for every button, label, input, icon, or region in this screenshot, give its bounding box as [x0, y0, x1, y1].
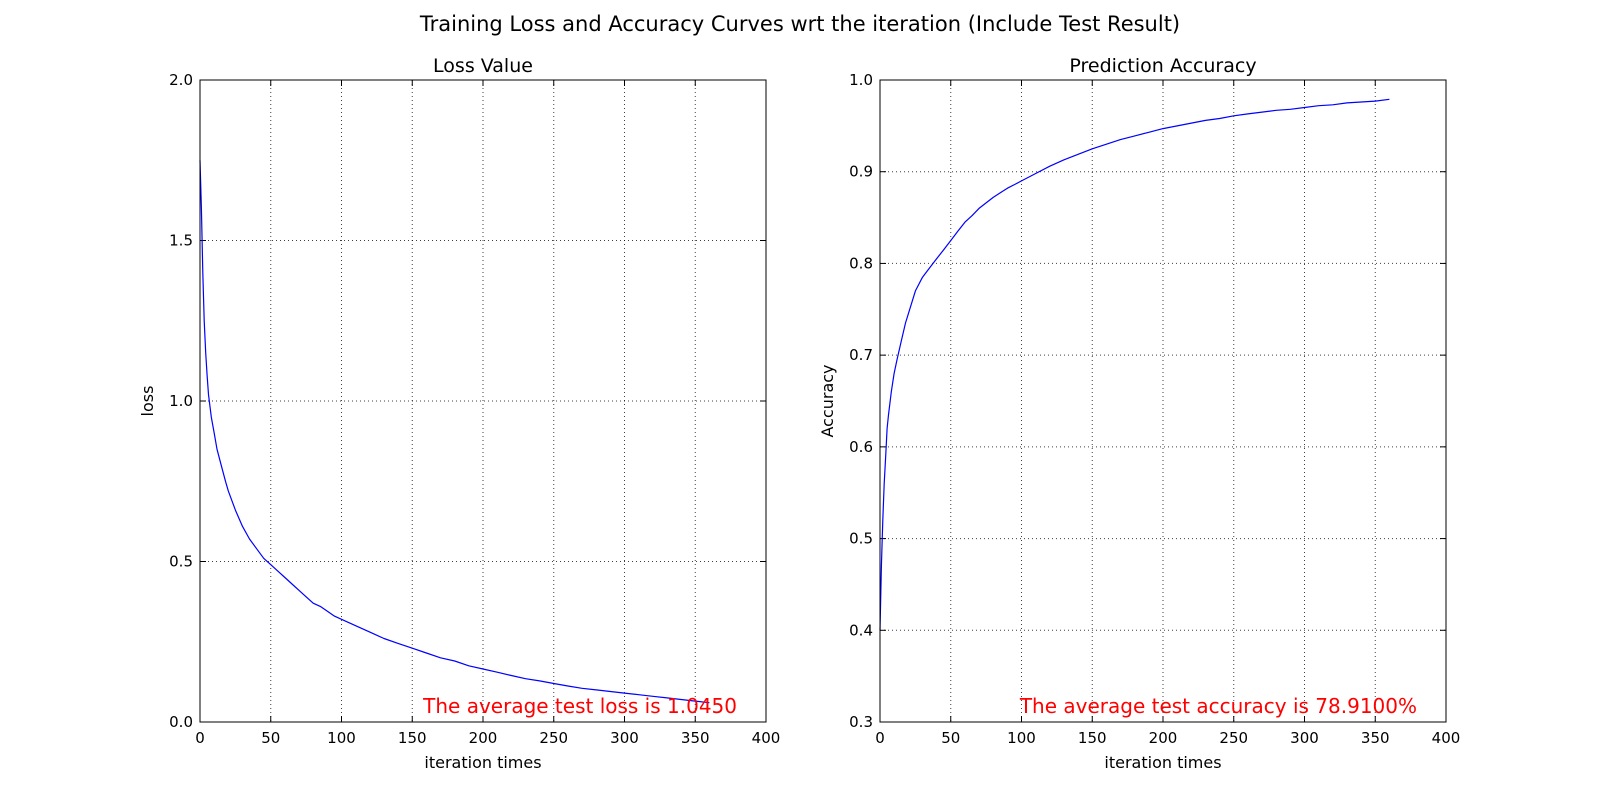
- x-tick-label: 400: [752, 729, 781, 747]
- panel-title: Prediction Accuracy: [1069, 55, 1256, 77]
- x-tick-label: 50: [261, 729, 280, 747]
- series-line-1: [879, 98, 1390, 631]
- y-tick-label: 0.4: [849, 621, 873, 639]
- x-tick-label: 250: [1219, 729, 1248, 747]
- y-tick-label: 1.0: [169, 392, 193, 410]
- y-tick-label: 0.5: [169, 553, 193, 571]
- chart-panel-2: 0 50 100 150 200 250 300 350 400 0.3 0.4 0.5 0.6 0.7 0…: [818, 55, 1460, 772]
- plot-frame: [879, 79, 1447, 723]
- x-tick-label: 200: [1149, 729, 1178, 747]
- chart-panel-1: 0 50 100 150 200 250 300 350 400 0.0 0.5 1.0 1.5 2.0 L…: [138, 55, 780, 772]
- x-tick-label: 250: [539, 729, 568, 747]
- x-tick-label: 350: [1361, 729, 1390, 747]
- y-tick-label: 0.3: [849, 713, 873, 731]
- x-tick-label: 0: [875, 729, 885, 747]
- y-tick-label: 0.9: [849, 163, 873, 181]
- x-tick-label: 400: [1432, 729, 1461, 747]
- x-tick-label: 0: [195, 729, 205, 747]
- y-tick-label: 1.0: [849, 71, 873, 89]
- x-tick-label: 350: [681, 729, 710, 747]
- x-axis-label: iteration times: [424, 753, 541, 772]
- series-line-1: [199, 160, 710, 704]
- test-result-annotation: The average test loss is 1.0450: [422, 694, 737, 718]
- test-result-annotation: The average test accuracy is 78.9100%: [1019, 694, 1417, 718]
- x-tick-label: 200: [469, 729, 498, 747]
- x-tick-label: 150: [398, 729, 427, 747]
- y-tick-label: 0.8: [849, 254, 873, 272]
- x-tick-label: 150: [1078, 729, 1107, 747]
- plot-frame: [199, 79, 767, 723]
- y-tick-label: 1.5: [169, 232, 193, 250]
- panel-title: Loss Value: [433, 55, 533, 77]
- x-tick-label: 300: [610, 729, 639, 747]
- y-tick-label: 2.0: [169, 71, 193, 89]
- plots: 0 50 100 150 200 250 300 350 400 0.0 0.5 1.0 1.5 2.0 L…: [138, 55, 1460, 772]
- y-axis-label: loss: [138, 386, 157, 417]
- figure-title: Training Loss and Accuracy Curves wrt th…: [419, 12, 1180, 36]
- y-axis-label: Accuracy: [818, 364, 837, 437]
- y-tick-label: 0.5: [849, 530, 873, 548]
- x-tick-label: 100: [327, 729, 356, 747]
- x-tick-label: 50: [941, 729, 960, 747]
- x-tick-label: 100: [1007, 729, 1036, 747]
- y-tick-label: 0.6: [849, 438, 873, 456]
- x-axis-label: iteration times: [1104, 753, 1221, 772]
- y-tick-label: 0.0: [169, 713, 193, 731]
- x-tick-label: 300: [1290, 729, 1319, 747]
- y-tick-label: 0.7: [849, 346, 873, 364]
